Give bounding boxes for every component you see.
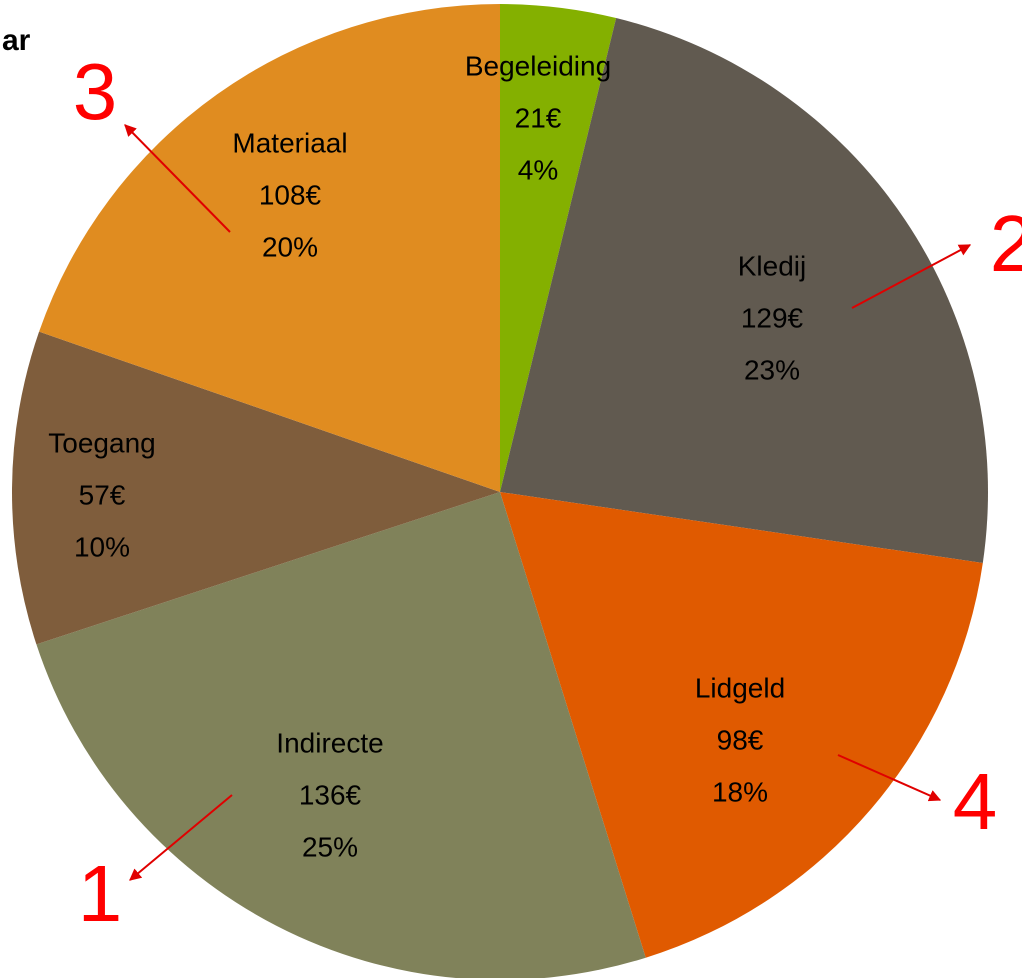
value-label: 98€ — [717, 724, 764, 755]
pie-slice — [39, 4, 500, 492]
percentage-label: 25% — [302, 831, 358, 862]
annotation: 2 — [990, 199, 1022, 288]
value-label: 21€ — [515, 102, 562, 133]
value-label: 129€ — [741, 302, 804, 333]
pie — [11, 4, 988, 978]
annotation-arrow — [851, 244, 972, 309]
annotation-arrow — [129, 794, 233, 881]
annotation: 3 — [73, 47, 118, 136]
slice-label: Toegang — [48, 427, 155, 458]
pie-slice — [500, 18, 988, 563]
slice-label: Begeleiding — [465, 50, 611, 81]
value-label: 136€ — [299, 779, 362, 810]
percentage-label: 10% — [74, 531, 130, 562]
percentage-label: 4% — [518, 154, 558, 185]
percentage-label: 23% — [744, 354, 800, 385]
annotation: 1 — [78, 849, 123, 938]
slice-label: Lidgeld — [695, 672, 785, 703]
pie-slice — [36, 492, 646, 978]
pie-slice — [11, 331, 501, 645]
percentage-label: 20% — [262, 231, 318, 262]
percentage-label: 18% — [712, 776, 768, 807]
slice-label: Indirecte — [276, 727, 383, 758]
value-label: 108€ — [259, 179, 322, 210]
annotation-arrow — [124, 124, 231, 233]
pie-slice — [500, 4, 617, 492]
chart-title: ar — [2, 24, 31, 57]
slice-label: Kledij — [738, 250, 806, 281]
value-label: 57€ — [79, 479, 126, 510]
annotation-arrow — [837, 754, 942, 802]
pie-slice — [500, 492, 983, 958]
slice-label: Materiaal — [232, 127, 347, 158]
annotation: 4 — [953, 757, 998, 846]
